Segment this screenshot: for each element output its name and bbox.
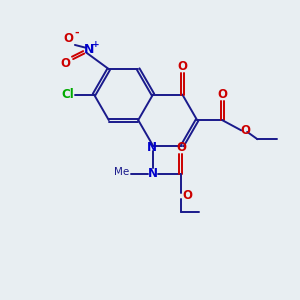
Text: -: - [74, 27, 79, 37]
Text: N: N [148, 167, 158, 180]
Text: Cl: Cl [61, 88, 74, 101]
Text: N: N [84, 44, 94, 56]
Text: O: O [176, 141, 186, 154]
Text: O: O [217, 88, 227, 101]
Text: O: O [182, 188, 192, 202]
Text: O: O [241, 124, 251, 137]
Text: Me: Me [114, 167, 130, 177]
Text: O: O [177, 59, 188, 73]
Text: +: + [92, 40, 100, 49]
Text: O: O [63, 32, 73, 45]
Text: N: N [146, 141, 157, 154]
Text: O: O [61, 57, 70, 70]
